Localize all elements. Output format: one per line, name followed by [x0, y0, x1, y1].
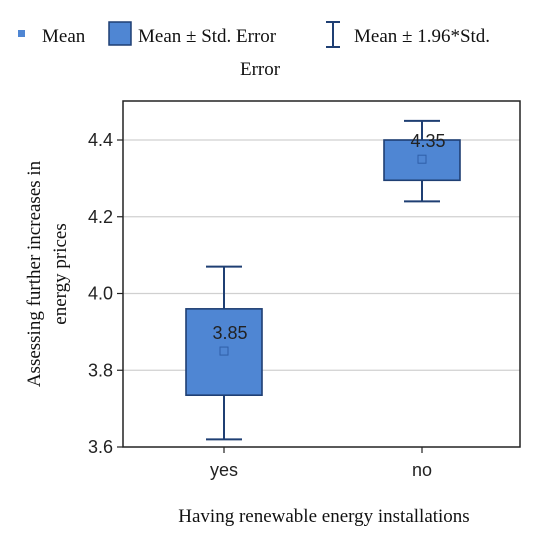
y-tick-label: 4.4 [88, 130, 113, 150]
legend-ci-label-line2: Error [240, 59, 281, 80]
mean-marker [417, 154, 427, 164]
box-group-yes: 3.85 [185, 265, 263, 441]
data-label: 3.85 [212, 323, 247, 343]
y-axis-title: Assessing further increases in energy pr… [24, 160, 71, 387]
legend-ci-label-line1: Mean ± 1.96*Std. [354, 26, 490, 47]
legend-item-mean: Mean [18, 26, 86, 47]
legend-item-std-error: Mean ± Std. Error [108, 21, 277, 47]
legend-item-ci: Mean ± 1.96*Std. Error [240, 21, 490, 80]
boxes: 3.85 4.35 [185, 119, 461, 441]
y-axis-title-line1: Assessing further increases in [24, 160, 45, 387]
x-tick-label: no [412, 460, 432, 480]
box-group-no: 4.35 [383, 119, 461, 203]
legend-box-marker [108, 21, 132, 46]
y-axis-title-line2: energy prices [50, 223, 71, 324]
x-ticks: yes no [210, 447, 432, 480]
legend: Mean Mean ± Std. Error Mean ± 1.96*Std. … [18, 21, 490, 80]
legend-mean-marker [18, 30, 25, 37]
y-tick-label: 3.8 [88, 360, 113, 380]
y-tick-label: 4.2 [88, 207, 113, 227]
se-box [185, 308, 263, 396]
data-label: 4.35 [410, 131, 445, 151]
x-axis-title: Having renewable energy installations [178, 506, 469, 527]
y-tick-label: 3.6 [88, 437, 113, 457]
y-tick-label: 4.0 [88, 284, 113, 304]
x-tick-label: yes [210, 460, 238, 480]
legend-std-error-label: Mean ± Std. Error [138, 26, 277, 47]
legend-mean-label: Mean [42, 26, 86, 47]
y-ticks: 3.6 3.8 4.0 4.2 4.4 [88, 130, 123, 457]
se-box [383, 139, 461, 182]
legend-whisker-marker [326, 21, 340, 48]
mean-marker [219, 346, 229, 356]
plot-frame [122, 100, 521, 448]
